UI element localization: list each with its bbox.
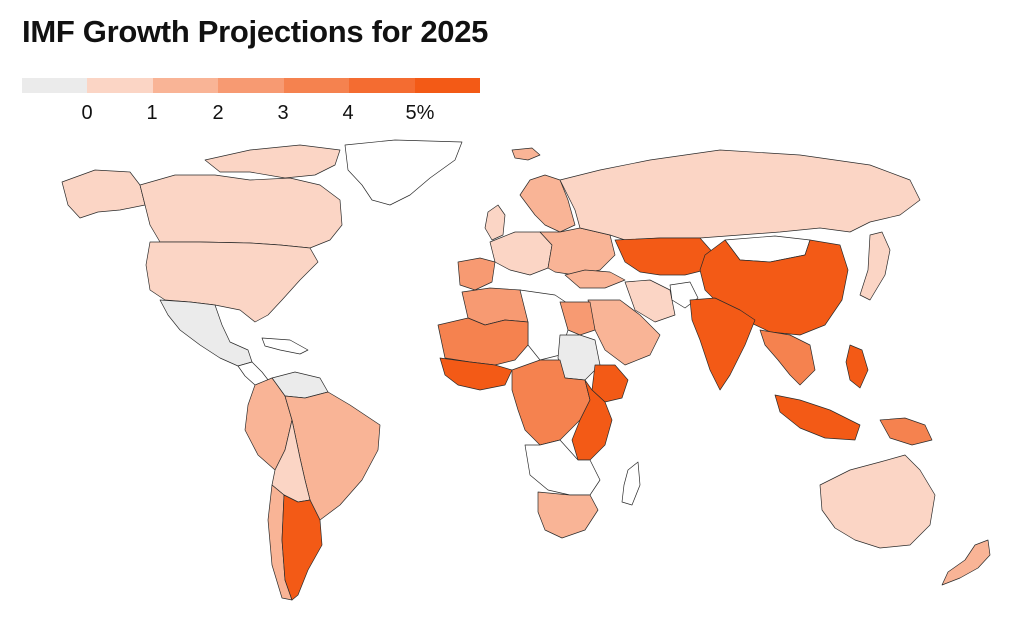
region-eastern-europe[interactable]: [539, 227, 616, 276]
region-usa[interactable]: [145, 241, 319, 323]
region-scandinavia[interactable]: [519, 174, 576, 233]
legend-swatch-4-5: [349, 78, 415, 93]
region-arctic-islands[interactable]: [204, 144, 341, 179]
region-southern-africa[interactable]: [524, 439, 601, 496]
region-uk-ireland[interactable]: [484, 204, 506, 241]
region-egypt[interactable]: [559, 301, 596, 336]
legend-tick-label: 4: [342, 102, 354, 124]
region-alaska[interactable]: [61, 169, 146, 219]
region-japan[interactable]: [859, 231, 891, 301]
region-madagascar[interactable]: [621, 461, 641, 506]
region-russia[interactable]: [559, 149, 921, 241]
legend-tick-label: 1: [146, 102, 158, 124]
world-choropleth-map: [61, 139, 991, 601]
region-southeast-asia[interactable]: [759, 329, 816, 386]
region-new-zealand[interactable]: [941, 539, 991, 586]
legend-tick-label: 0: [81, 102, 93, 124]
legend-swatch-5-plus: [414, 78, 480, 93]
legend-swatch-no-data: [22, 78, 88, 93]
region-arabia[interactable]: [587, 299, 661, 366]
legend-tick-label: 3: [277, 102, 289, 124]
region-iceland[interactable]: [511, 147, 541, 161]
region-sahel-west[interactable]: [437, 317, 529, 366]
region-philippines[interactable]: [845, 344, 869, 389]
region-australia[interactable]: [819, 454, 936, 549]
region-india[interactable]: [689, 297, 756, 391]
legend-tick-label: 5%: [405, 102, 435, 124]
region-greenland[interactable]: [344, 139, 463, 206]
region-indonesia[interactable]: [774, 394, 861, 441]
region-west-africa-coast[interactable]: [439, 357, 513, 391]
region-central-asia[interactable]: [614, 237, 716, 276]
region-iran[interactable]: [624, 279, 676, 323]
legend-swatch-1-2: [152, 78, 219, 93]
legend: 0 1 2 3 4 5%: [22, 78, 480, 128]
legend-swatch-3-4: [283, 78, 350, 93]
region-argentina[interactable]: [281, 494, 323, 601]
region-western-europe[interactable]: [489, 231, 553, 276]
region-caribbean[interactable]: [261, 337, 309, 355]
region-iberia[interactable]: [457, 257, 496, 291]
legend-tick-label: 2: [212, 102, 224, 124]
region-turkey[interactable]: [564, 269, 626, 289]
map-title: IMF Growth Projections for 2025: [22, 14, 489, 49]
region-papua-new-guinea[interactable]: [879, 417, 933, 446]
legend-color-scale: [22, 78, 480, 93]
legend-swatch-0-1: [87, 78, 153, 93]
region-canada[interactable]: [139, 174, 343, 249]
legend-swatch-2-3: [218, 78, 284, 93]
region-south-africa[interactable]: [537, 491, 599, 539]
